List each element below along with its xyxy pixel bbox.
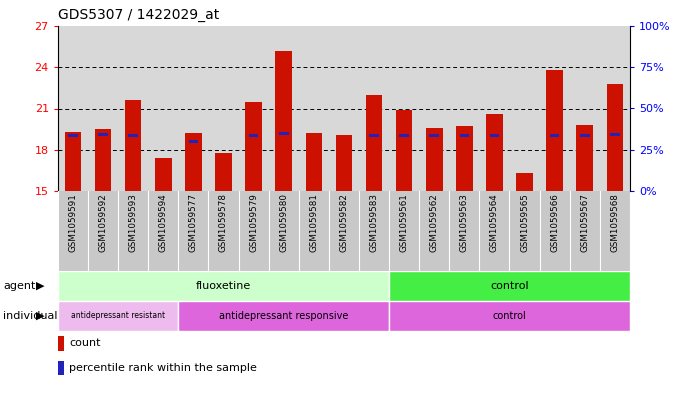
Text: GSM1059578: GSM1059578: [219, 193, 228, 252]
Text: GSM1059564: GSM1059564: [490, 193, 499, 252]
Bar: [275, 51, 292, 191]
Text: GSM1059566: GSM1059566: [550, 193, 559, 252]
Text: ▶: ▶: [36, 311, 44, 321]
Text: GDS5307 / 1422029_at: GDS5307 / 1422029_at: [58, 8, 219, 22]
Text: GSM1059580: GSM1059580: [279, 193, 288, 252]
Bar: [128, 134, 138, 137]
Text: GSM1059577: GSM1059577: [189, 193, 198, 252]
Text: GSM1059561: GSM1059561: [400, 193, 409, 252]
Bar: [490, 134, 499, 137]
Bar: [369, 134, 379, 137]
Text: GSM1059562: GSM1059562: [430, 193, 439, 252]
Bar: [577, 125, 593, 191]
Bar: [426, 128, 443, 191]
Text: GSM1059568: GSM1059568: [610, 193, 620, 252]
Bar: [546, 70, 563, 191]
Bar: [279, 132, 289, 135]
Text: GSM1059594: GSM1059594: [159, 193, 168, 252]
Text: control: control: [492, 311, 526, 321]
Bar: [58, 336, 63, 351]
Bar: [189, 140, 198, 143]
Text: GSM1059567: GSM1059567: [580, 193, 589, 252]
Bar: [516, 173, 533, 191]
Text: individual: individual: [3, 311, 58, 321]
Text: antidepressant resistant: antidepressant resistant: [71, 312, 165, 321]
Bar: [65, 132, 81, 191]
Bar: [58, 301, 178, 331]
Text: control: control: [490, 281, 529, 291]
Bar: [185, 133, 202, 191]
Bar: [306, 133, 322, 191]
Bar: [486, 114, 503, 191]
Bar: [430, 134, 439, 137]
Text: GSM1059582: GSM1059582: [339, 193, 349, 252]
Bar: [336, 135, 352, 191]
Bar: [68, 134, 78, 137]
Bar: [58, 361, 63, 375]
Bar: [389, 301, 630, 331]
Bar: [607, 84, 623, 191]
Bar: [366, 95, 382, 191]
Text: percentile rank within the sample: percentile rank within the sample: [69, 363, 257, 373]
Bar: [95, 129, 111, 191]
Bar: [125, 100, 142, 191]
Text: GSM1059591: GSM1059591: [68, 193, 78, 252]
Text: antidepressant responsive: antidepressant responsive: [219, 311, 349, 321]
Bar: [58, 271, 389, 301]
Text: GSM1059579: GSM1059579: [249, 193, 258, 252]
Text: GSM1059563: GSM1059563: [460, 193, 469, 252]
Bar: [456, 127, 473, 191]
Bar: [460, 134, 469, 137]
Bar: [249, 134, 258, 137]
Text: fluoxetine: fluoxetine: [196, 281, 251, 291]
Bar: [580, 134, 590, 137]
Text: agent: agent: [3, 281, 36, 291]
Text: GSM1059592: GSM1059592: [99, 193, 108, 252]
Text: GSM1059583: GSM1059583: [370, 193, 379, 252]
Bar: [245, 102, 262, 191]
Bar: [178, 301, 389, 331]
Bar: [610, 133, 620, 136]
Bar: [399, 134, 409, 137]
Bar: [155, 158, 172, 191]
Bar: [389, 271, 630, 301]
Bar: [215, 152, 232, 191]
Bar: [396, 110, 413, 191]
Text: GSM1059593: GSM1059593: [129, 193, 138, 252]
Bar: [550, 134, 560, 137]
Text: GSM1059581: GSM1059581: [309, 193, 318, 252]
Bar: [98, 133, 108, 136]
Text: GSM1059565: GSM1059565: [520, 193, 529, 252]
Text: count: count: [69, 338, 101, 349]
Text: ▶: ▶: [36, 281, 44, 291]
